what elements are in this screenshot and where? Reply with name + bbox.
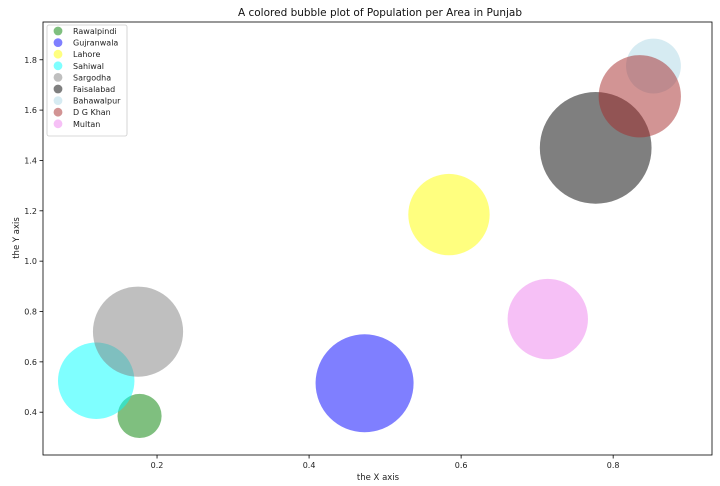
legend-marker-rawalpindi [53, 26, 63, 36]
legend-label: Sargodha [73, 73, 111, 82]
legend-label: Lahore [73, 50, 100, 59]
y-axis-label: the Y axis [12, 217, 22, 259]
x-tick-label: 0.8 [607, 461, 620, 470]
bubble-gujranwala [315, 334, 414, 433]
legend: Rawalpindi Gujranwala Lahore Sahiwal Sargodh… [46, 24, 128, 137]
y-tick-label: 1.2 [24, 207, 37, 216]
x-axis-ticks: 0.2 0.4 0.6 0.8 [151, 455, 620, 470]
chart-title: A colored bubble plot of Population per … [238, 7, 522, 19]
x-axis-label: the X axis [357, 473, 400, 483]
bubble-rawalpindi [117, 393, 162, 439]
legend-marker-bahawalpur [53, 96, 63, 105]
y-tick-label: 1.6 [24, 106, 37, 115]
y-tick-label: 1.0 [24, 257, 37, 266]
y-tick-label: 1.8 [24, 56, 37, 65]
plot-area-frame [42, 21, 713, 456]
legend-label: Multan [73, 120, 100, 129]
legend-marker-lahore [53, 49, 63, 59]
legend-label: Gujranwala [73, 39, 118, 48]
bubble-layer [57, 38, 681, 439]
legend-marker-multan [53, 119, 63, 129]
legend-marker-faisalabad [53, 84, 63, 94]
y-axis-ticks: 0.4 0.6 0.8 1.0 1.2 1.4 1.6 1.8 [24, 56, 43, 417]
legend-label: D G Khan [73, 108, 111, 117]
legend-label: Sahiwal [73, 62, 104, 71]
x-tick-label: 0.2 [151, 461, 164, 470]
legend-marker-gujranwala [53, 38, 63, 47]
legend-marker-sargodha [53, 73, 63, 82]
legend-marker-d-g-khan [53, 107, 63, 117]
legend-label: Faisalabad [73, 85, 115, 94]
legend-label: Rawalpindi [73, 27, 117, 36]
bubble-d-g-khan [598, 55, 681, 138]
bubble-sargodha [92, 286, 184, 377]
legend-box [46, 24, 128, 137]
y-tick-label: 0.6 [24, 358, 37, 367]
y-tick-label: 0.4 [24, 408, 37, 417]
bubble-multan [507, 278, 588, 360]
legend-label: Bahawalpur [73, 97, 121, 106]
y-tick-label: 1.4 [24, 156, 37, 165]
bubble-lahore [408, 173, 490, 256]
x-tick-label: 0.6 [455, 461, 468, 470]
x-tick-label: 0.4 [303, 461, 316, 470]
legend-marker-sahiwal [53, 61, 63, 71]
y-tick-label: 0.8 [24, 308, 37, 317]
